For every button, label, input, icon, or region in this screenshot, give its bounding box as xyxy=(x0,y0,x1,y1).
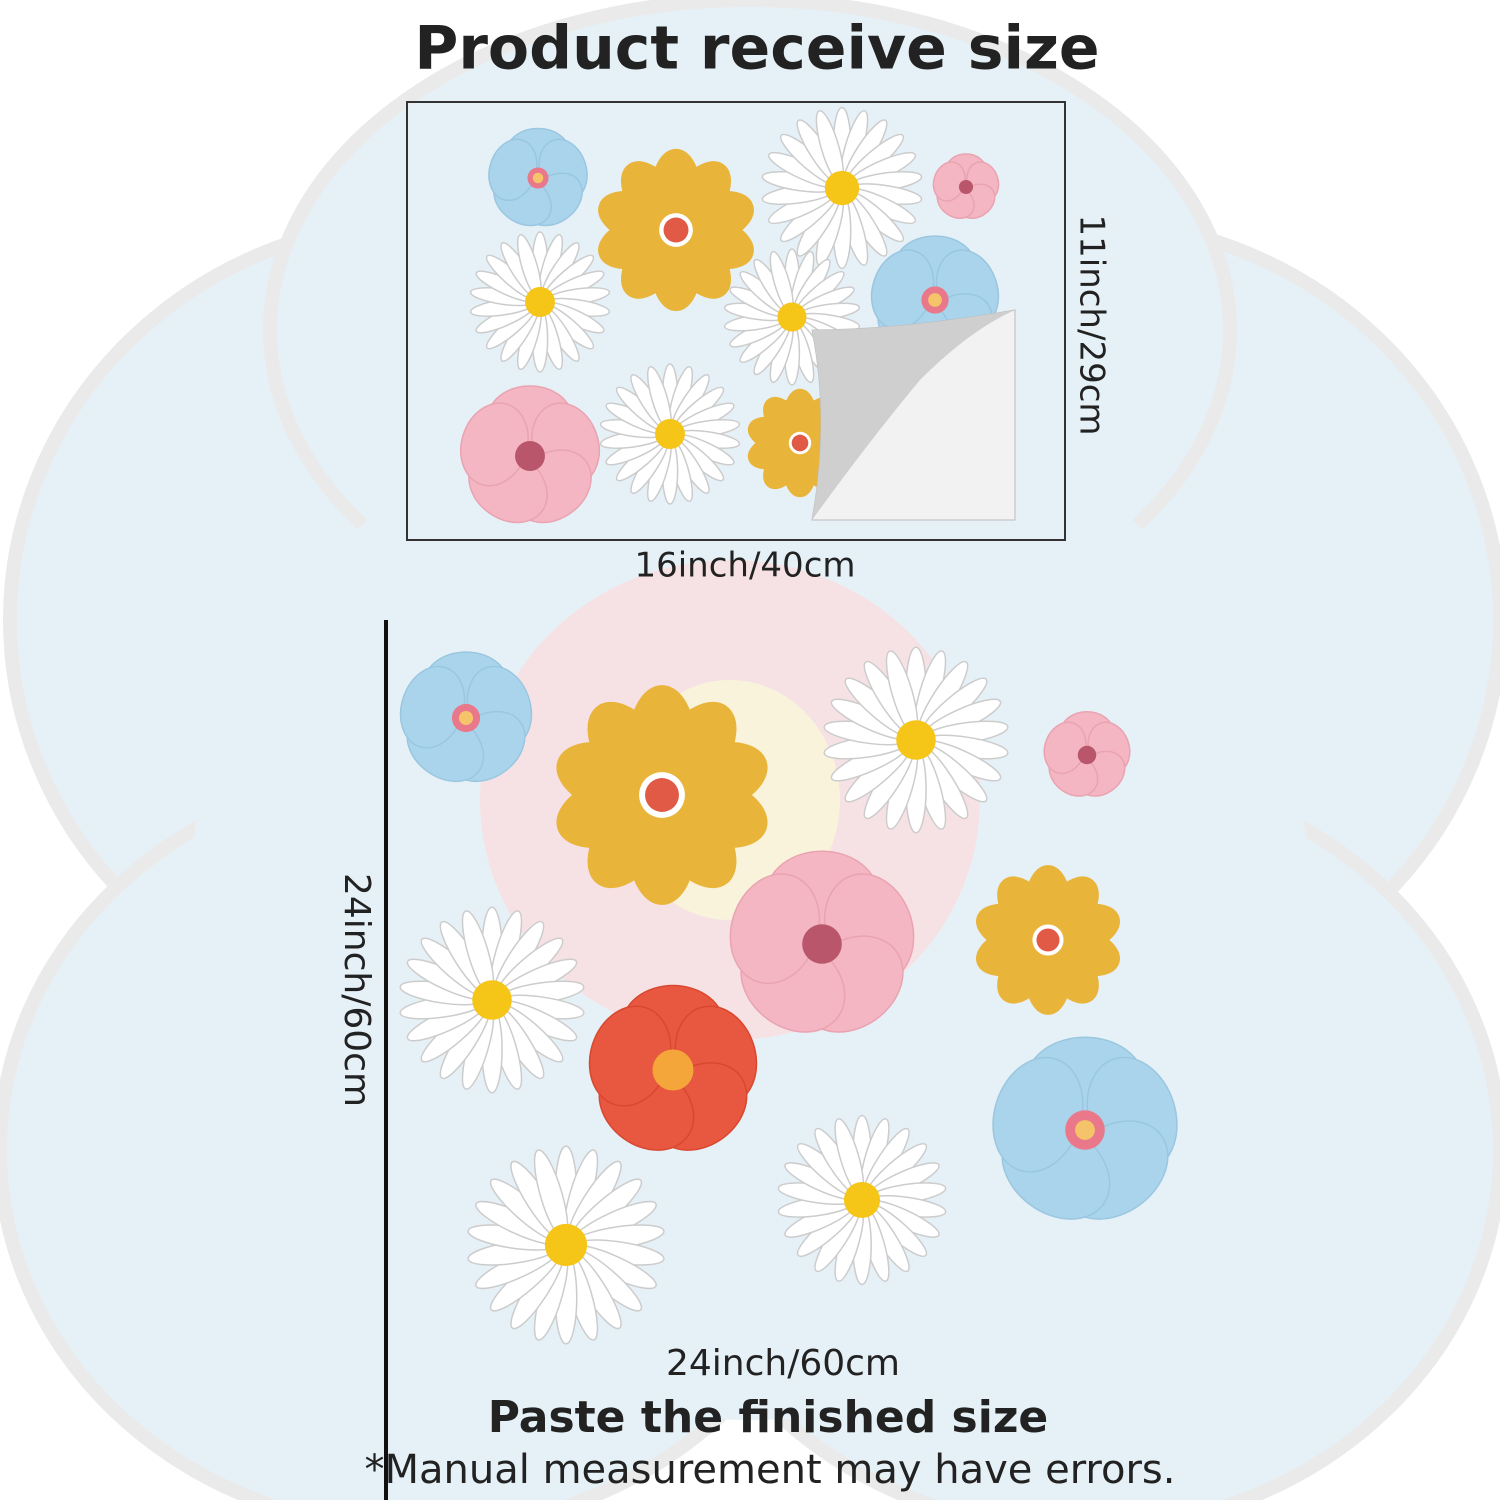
flower-center xyxy=(655,419,685,449)
daisy-flower xyxy=(399,906,585,1094)
title: Product receive size xyxy=(414,14,1099,84)
flower-center xyxy=(1036,928,1060,952)
sheet-height-label: 11inch/29cm xyxy=(1072,214,1112,435)
finished-flowers xyxy=(399,646,1178,1345)
pink-flower xyxy=(729,850,915,1033)
blue-flower xyxy=(399,651,533,783)
flower-center xyxy=(896,720,936,760)
daisy-flower xyxy=(823,646,1009,834)
sheet-flowers xyxy=(460,106,1000,524)
finished-title: Paste the finished size xyxy=(488,1392,1049,1443)
flower-center xyxy=(843,1181,881,1219)
sheet-width-label: 16inch/40cm xyxy=(634,546,855,586)
flower-center xyxy=(525,287,555,317)
yellow-flower xyxy=(976,865,1120,1015)
flower-inner xyxy=(458,710,474,726)
daisy-flower xyxy=(761,106,923,270)
flower-inner xyxy=(532,172,544,184)
red-flower xyxy=(588,984,758,1151)
daisy-flower xyxy=(723,248,861,386)
flower-inner xyxy=(928,293,942,307)
flower-center xyxy=(645,778,679,812)
note: *Manual measurement may have errors. xyxy=(365,1447,1176,1493)
finished-height-label: 24inch/60cm xyxy=(336,873,377,1107)
daisy-flower xyxy=(469,231,611,373)
flower-center xyxy=(824,170,860,206)
flower-center xyxy=(652,1049,694,1091)
blue-flower xyxy=(488,127,588,227)
blue-flower xyxy=(992,1036,1178,1220)
peel-shadow xyxy=(812,310,1015,520)
finished-width-label: 24inch/60cm xyxy=(666,1343,900,1384)
yellow-flower xyxy=(598,148,754,312)
pink-flower xyxy=(1043,710,1131,797)
flower-center xyxy=(791,434,809,452)
flower-center xyxy=(515,441,545,471)
flower-center xyxy=(802,924,842,964)
daisy-flower xyxy=(777,1114,947,1286)
flower-center xyxy=(1077,745,1097,765)
yellow-flower xyxy=(556,685,768,905)
flower-inner xyxy=(1075,1120,1095,1140)
flower-center xyxy=(777,302,807,332)
flower-center xyxy=(663,217,689,243)
daisy-flower xyxy=(467,1145,665,1345)
flower-center xyxy=(472,980,512,1020)
flower-center xyxy=(544,1223,588,1267)
flower-center xyxy=(958,179,974,195)
daisy-flower xyxy=(599,363,741,505)
pink-flower xyxy=(932,153,1000,220)
pink-flower xyxy=(460,385,600,524)
